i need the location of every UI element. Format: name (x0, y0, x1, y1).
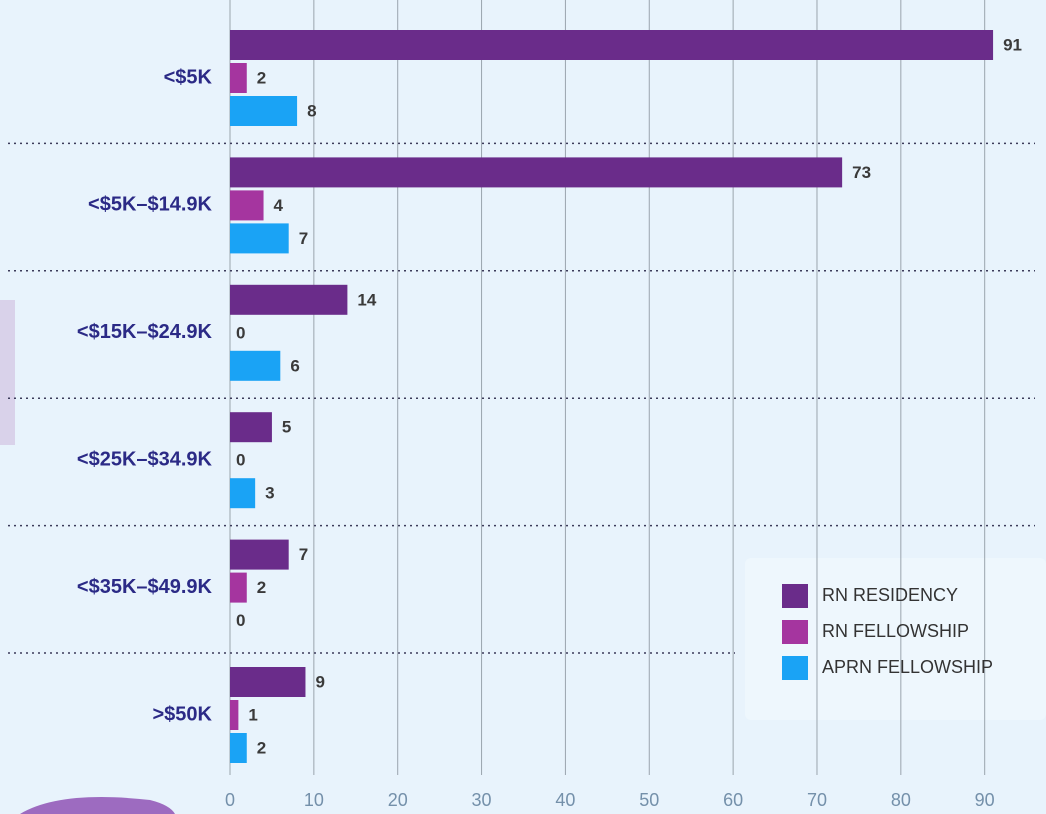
x-tick-label: 0 (225, 790, 235, 810)
bar (230, 63, 247, 93)
x-tick-label: 60 (723, 790, 743, 810)
chart: 0102030405060708090<$5K9128<$5K–$14.9K73… (0, 0, 1046, 814)
bar (230, 157, 842, 187)
value-label: 8 (307, 101, 316, 120)
category-label: >$50K (153, 703, 213, 725)
category-label: <$15K–$24.9K (77, 321, 213, 343)
value-label: 0 (236, 611, 245, 630)
value-label: 3 (265, 484, 274, 503)
legend-swatch (782, 584, 808, 608)
x-tick-label: 30 (472, 790, 492, 810)
value-label: 6 (290, 356, 299, 375)
value-label: 73 (852, 163, 871, 182)
x-tick-label: 80 (891, 790, 911, 810)
bar (230, 700, 238, 730)
bar (230, 573, 247, 603)
x-tick-label: 50 (639, 790, 659, 810)
category-label: <$25K–$34.9K (77, 448, 213, 470)
decoration (0, 300, 15, 445)
legend-label: RN FELLOWSHIP (822, 621, 969, 641)
value-label: 9 (315, 672, 324, 691)
value-label: 0 (236, 451, 245, 470)
legend-swatch (782, 620, 808, 644)
bar (230, 285, 347, 315)
bar (230, 733, 247, 763)
bar (230, 667, 305, 697)
bar (230, 223, 289, 253)
bar (230, 351, 280, 381)
value-label: 5 (282, 418, 291, 437)
value-label: 2 (257, 68, 266, 87)
category-label: <$35K–$49.9K (77, 576, 213, 598)
x-tick-label: 40 (555, 790, 575, 810)
x-tick-label: 10 (304, 790, 324, 810)
value-label: 1 (248, 705, 257, 724)
legend-swatch (782, 656, 808, 680)
bar (230, 190, 264, 220)
value-label: 7 (299, 229, 308, 248)
category-label: <$5K–$14.9K (88, 194, 213, 216)
value-label: 7 (299, 545, 308, 564)
value-label: 2 (257, 738, 266, 757)
legend-label: APRN FELLOWSHIP (822, 657, 993, 677)
legend-label: RN RESIDENCY (822, 585, 958, 605)
x-tick-label: 70 (807, 790, 827, 810)
bar (230, 540, 289, 570)
category-label: <$5K (164, 66, 213, 88)
value-label: 2 (257, 578, 266, 597)
bar (230, 412, 272, 442)
bar (230, 478, 255, 508)
value-label: 4 (274, 196, 284, 215)
value-label: 91 (1003, 35, 1022, 54)
value-label: 14 (357, 290, 376, 309)
page: 0102030405060708090<$5K9128<$5K–$14.9K73… (0, 0, 1046, 814)
x-tick-label: 90 (975, 790, 995, 810)
value-label: 0 (236, 323, 245, 342)
bar (230, 96, 297, 126)
x-tick-label: 20 (388, 790, 408, 810)
bar (230, 30, 993, 60)
